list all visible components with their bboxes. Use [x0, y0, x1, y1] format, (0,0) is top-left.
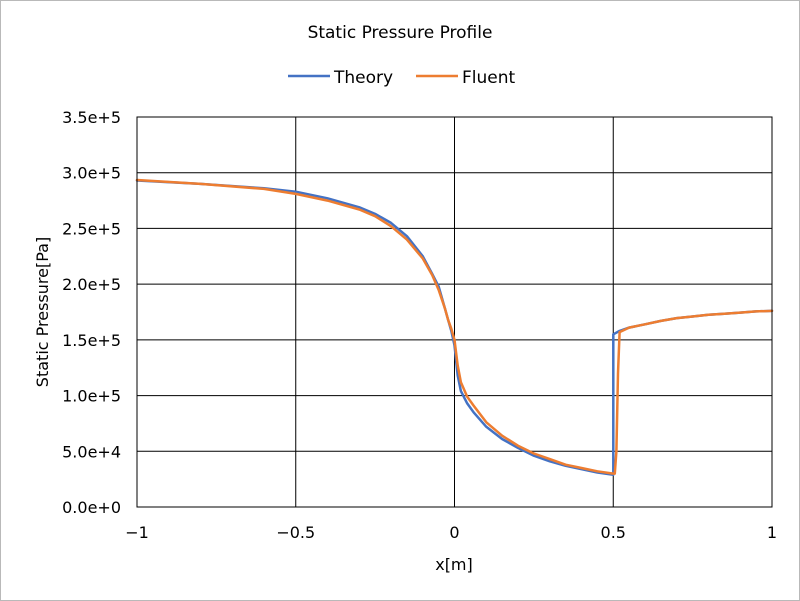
y-tick-label: 2.5e+5 [62, 219, 121, 238]
x-tick-label: −0.5 [276, 523, 315, 542]
series-lines [135, 178, 774, 476]
y-axis-label: Static Pressure[Pa] [33, 237, 52, 387]
plot-area-border [136, 116, 773, 508]
legend-label-fluent: Fluent [462, 68, 516, 88]
y-tick-label: 1.5e+5 [62, 331, 121, 350]
x-tick-label: 0.5 [601, 523, 626, 542]
legend: Theory Fluent [288, 68, 516, 88]
grid [136, 116, 773, 508]
y-tick-label: 3.0e+5 [62, 164, 121, 183]
y-tick-label: 2.0e+5 [62, 275, 121, 294]
ticks: 0.0e+0 5.0e+4 1.0e+5 1.5e+5 2.0e+5 2.5e+5 3.0e… [62, 108, 777, 542]
y-tick-label: 5.0e+4 [62, 442, 121, 461]
legend-label-theory: Theory [333, 68, 393, 88]
x-tick-label: 1 [767, 523, 777, 542]
x-tick-label: −1 [125, 523, 149, 542]
series-line-fluent [135, 178, 774, 475]
x-axis-label: x[m] [435, 555, 473, 574]
y-tick-label: 3.5e+5 [62, 108, 121, 127]
y-tick-label: 0.0e+0 [62, 498, 121, 517]
y-tick-label: 1.0e+5 [62, 387, 121, 406]
x-tick-label: 0 [449, 523, 459, 542]
chart-title: Static Pressure Profile [308, 23, 493, 43]
